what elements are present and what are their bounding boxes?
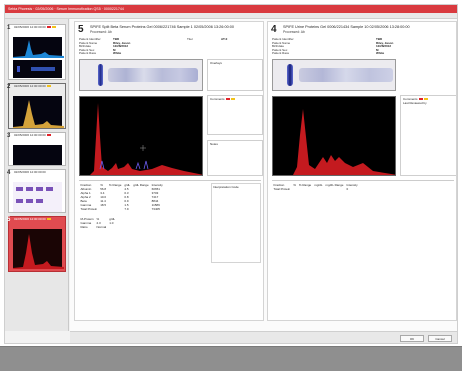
flag-red-icon xyxy=(46,134,51,137)
flag-red-icon xyxy=(226,98,231,101)
gel-strip xyxy=(272,59,396,91)
table-row[interactable]: Beta 11.4 0.9 8844 xyxy=(80,199,159,203)
sample-number: 4 xyxy=(271,24,277,35)
sample-pane-left: 5 SPIFE Split Beta Serum Proteins Gel 00… xyxy=(74,21,264,321)
sample-3-thumbnail xyxy=(13,145,62,165)
interpretation-box[interactable]: Interpretation Code xyxy=(211,183,261,263)
flag-yellow-icon xyxy=(231,98,236,101)
sample-number: 5 xyxy=(78,24,84,35)
sample-1-gel-thumbnail xyxy=(13,60,62,78)
sample-item-2[interactable]: 2 02/05/2006 12:00:00:00 xyxy=(7,83,66,129)
m-protein-table: M-Protein% g/dL Gamma 2.3 1.0 Ratio Normal xyxy=(80,217,116,229)
total-protein-row: Total Protein 0 xyxy=(273,187,349,191)
comments-label: Comments xyxy=(403,97,418,101)
menu-bar xyxy=(5,13,457,19)
overlays-label: Overlays xyxy=(210,61,222,65)
flag-yellow-icon xyxy=(46,218,51,221)
flag-yellow-icon xyxy=(51,26,56,29)
flag-red-icon xyxy=(46,26,51,29)
pane-subtitle: Processed: Ab xyxy=(90,30,112,34)
densitometry-plot xyxy=(79,96,203,176)
fraction-table: Fraction%% Range g/dL g/dL Range Intensity … xyxy=(80,183,163,211)
sample-item-5[interactable]: 5 02/05/2006 12:00:00:00 xyxy=(7,216,66,272)
results-panel: Fraction%% Range g/dL g/dL Range Intensity … xyxy=(79,180,261,316)
cancel-button[interactable]: Cancel xyxy=(428,335,452,342)
comments-label: Comments xyxy=(210,97,225,101)
flag-red-icon xyxy=(419,98,424,101)
densitometry-trace xyxy=(293,109,395,175)
title-bar: Sebia Phoresis · 02/05/2006 · Serum Immu… xyxy=(5,5,457,13)
results-panel: Fraction%% Range mg/dL mg/dL Range Intensit… xyxy=(272,180,454,316)
sample-sidebar: 1 02/05/2006 12:00:00:00 2 02/05/2006 12… xyxy=(5,19,69,331)
sample-2-thumbnail xyxy=(13,96,64,128)
immunofixation-thumbnail xyxy=(13,182,62,212)
densitometry-plot xyxy=(272,96,396,176)
notes-box[interactable]: Notes xyxy=(207,140,263,176)
sample-1-thumbnail xyxy=(13,37,64,58)
patient-info: Patient Identifier TBD Patient Name Riley,… xyxy=(272,37,394,56)
total-protein-row: Total Protein 7.9 73405 xyxy=(80,207,160,211)
app-window: Sebia Phoresis · 02/05/2006 · Serum Immu… xyxy=(4,4,458,344)
sample-item-4[interactable]: 4 02/05/2006 12:00:00:00 xyxy=(7,169,66,213)
bottom-bar xyxy=(0,346,462,371)
notes-label: Notes xyxy=(210,142,218,146)
table-row[interactable]: Albumin 56.8 4.5 60651 xyxy=(80,187,160,191)
table-row[interactable]: Gamma 2.3 1.0 xyxy=(80,221,114,225)
table-row[interactable]: Alpha 2 10.0 0.8 7417 xyxy=(80,195,159,199)
overlays-box[interactable]: Overlays xyxy=(207,59,263,91)
table-row[interactable]: Gamma 18.5 1.5 11589 xyxy=(80,203,160,207)
sample-header: 02/05/2006 12:00:00:00 xyxy=(14,25,46,29)
gel-band xyxy=(299,68,393,82)
pane-title: SPIFE Urine Proteins Gel 0006/221434 Sam… xyxy=(283,25,410,29)
pane-title: SPIFE Split Beta Serum Proteins Gel 0006… xyxy=(90,25,234,29)
last-reviewed-label: Last Reviewed by xyxy=(403,101,427,105)
table-row[interactable]: Alpha 1 3.4 0.3 3703 xyxy=(80,191,159,195)
sample-pane-right: 4 SPIFE Urine Proteins Gel 0006/221434 S… xyxy=(267,21,457,321)
sample-5-thumbnail xyxy=(13,229,64,269)
flag-yellow-icon xyxy=(46,85,51,88)
sample-header: 02/05/2006 12:00:00:00 xyxy=(14,170,46,174)
main-area: 5 SPIFE Split Beta Serum Proteins Gel 00… xyxy=(70,19,457,331)
gel-band xyxy=(98,64,103,86)
densitometry-trace xyxy=(90,103,202,175)
footer-bar: OK Cancel xyxy=(70,331,457,343)
sample-header: 02/05/2006 12:00:00:00 xyxy=(14,133,46,137)
gel-strip xyxy=(79,59,203,91)
crosshair-icon xyxy=(140,145,146,151)
sample-header: 02/05/2006 12:00:00:00 xyxy=(14,217,46,221)
flag-yellow-icon xyxy=(424,98,429,101)
sample-item-1[interactable]: 1 02/05/2006 12:00:00:00 xyxy=(7,24,66,80)
sample-header: 02/05/2006 12:00:00:00 xyxy=(14,84,46,88)
comments-box[interactable]: Comments Last Reviewed by xyxy=(400,95,456,176)
patient-info: Patient Identifier TBD Titer AT-0 Patient N… xyxy=(79,37,228,56)
gel-band xyxy=(108,68,198,82)
ok-button[interactable]: OK xyxy=(400,335,424,342)
sample-item-3[interactable]: 3 02/05/2006 12:00:00:00 xyxy=(7,132,66,166)
pane-subtitle: Processed: Ab xyxy=(283,30,305,34)
comments-box[interactable]: Comments xyxy=(207,95,263,135)
gel-band xyxy=(287,64,293,86)
fraction-table: Fraction%% Range mg/dL mg/dL Range Intensit… xyxy=(273,183,358,191)
